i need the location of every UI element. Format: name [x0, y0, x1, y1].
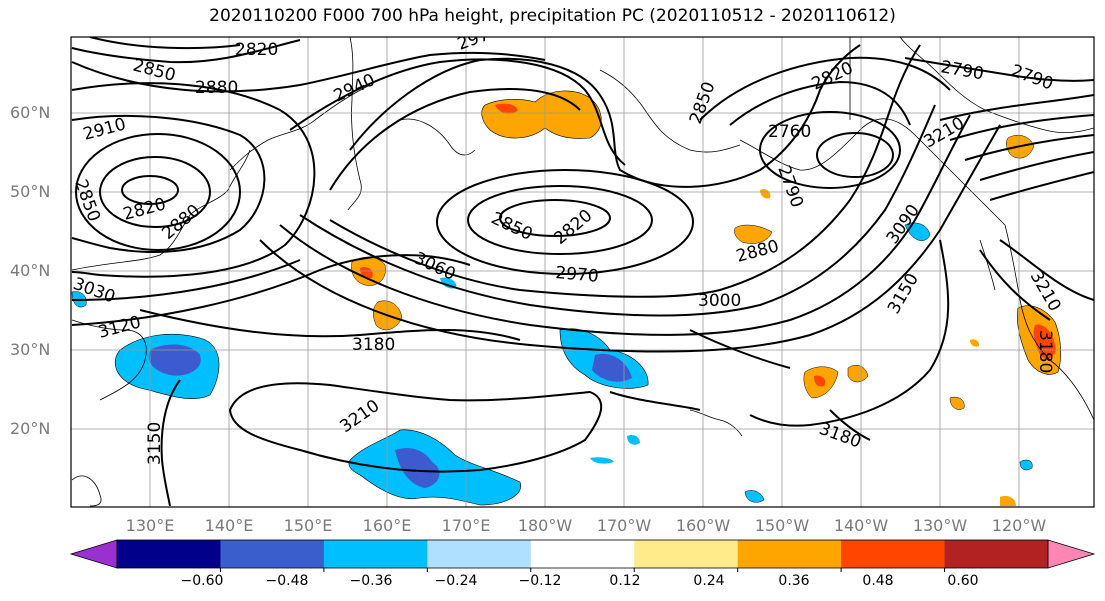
- height-contours: [71, 37, 1094, 507]
- colorbar-tick-label: 0.24: [693, 573, 725, 589]
- colorbar: [69, 539, 1096, 572]
- colorbar-tick-label: −0.36: [349, 573, 393, 589]
- lon-label: 140°W: [833, 516, 889, 535]
- lon-label: 180°W: [517, 516, 573, 535]
- contour-label: 3000: [698, 291, 741, 311]
- colorbar-segment: [323, 540, 428, 568]
- colorbar-segment: [530, 540, 635, 568]
- contour-label: 2880: [195, 78, 238, 98]
- lon-label: 170°W: [596, 516, 652, 535]
- colorbar-tick-label: −0.24: [434, 573, 478, 589]
- colorbar-segment: [220, 540, 325, 568]
- colorbar-tick-label: 0.48: [862, 573, 894, 589]
- lon-label: 130°W: [912, 516, 968, 535]
- lon-label: 140°E: [204, 516, 254, 535]
- lat-label: 20°N: [10, 419, 51, 438]
- contour-label: 2760: [768, 122, 811, 142]
- chart-title: 2020110200 F000 700 hPa height, precipit…: [209, 6, 896, 26]
- lat-label: 40°N: [10, 261, 51, 280]
- colorbar-tick-label: 0.60: [947, 573, 979, 589]
- lat-label: 30°N: [10, 340, 51, 359]
- colorbar-frame: [116, 539, 1049, 569]
- colorbar-tick-label: 0.12: [609, 573, 641, 589]
- contour-label: 2820: [235, 40, 278, 60]
- lon-label: 130°E: [125, 516, 175, 535]
- map-frame: [70, 36, 1095, 508]
- colorbar-tick-label: −0.12: [518, 573, 562, 589]
- lon-label: 160°E: [362, 516, 412, 535]
- colorbar-segment: [634, 540, 739, 568]
- lon-label: 160°W: [675, 516, 731, 535]
- colorbar-segment: [427, 540, 532, 568]
- lon-label: 150°E: [283, 516, 333, 535]
- precip-positive-shading: [351, 90, 1061, 506]
- lon-label: 150°W: [754, 516, 810, 535]
- lon-label: 120°W: [991, 516, 1047, 535]
- lon-label: 170°E: [441, 516, 491, 535]
- colorbar-segment: [117, 540, 221, 568]
- lat-label: 50°N: [10, 182, 51, 201]
- colorbar-segment: [944, 540, 1049, 568]
- lat-label: 60°N: [10, 103, 51, 122]
- contour-label: 3150: [145, 422, 165, 465]
- colorbar-tick-label: 0.36: [778, 573, 810, 589]
- colorbar-tick-label: −0.60: [180, 573, 224, 589]
- contour-label: 3180: [352, 335, 395, 355]
- colorbar-tick-label: −0.48: [265, 573, 309, 589]
- colorbar-segment: [737, 540, 842, 568]
- colorbar-extend-high: [1047, 539, 1096, 569]
- colorbar-segment: [841, 540, 946, 568]
- contour-label: 2970: [555, 263, 600, 287]
- colorbar-extend-low: [69, 539, 118, 569]
- contour-label: 3180: [1035, 330, 1055, 373]
